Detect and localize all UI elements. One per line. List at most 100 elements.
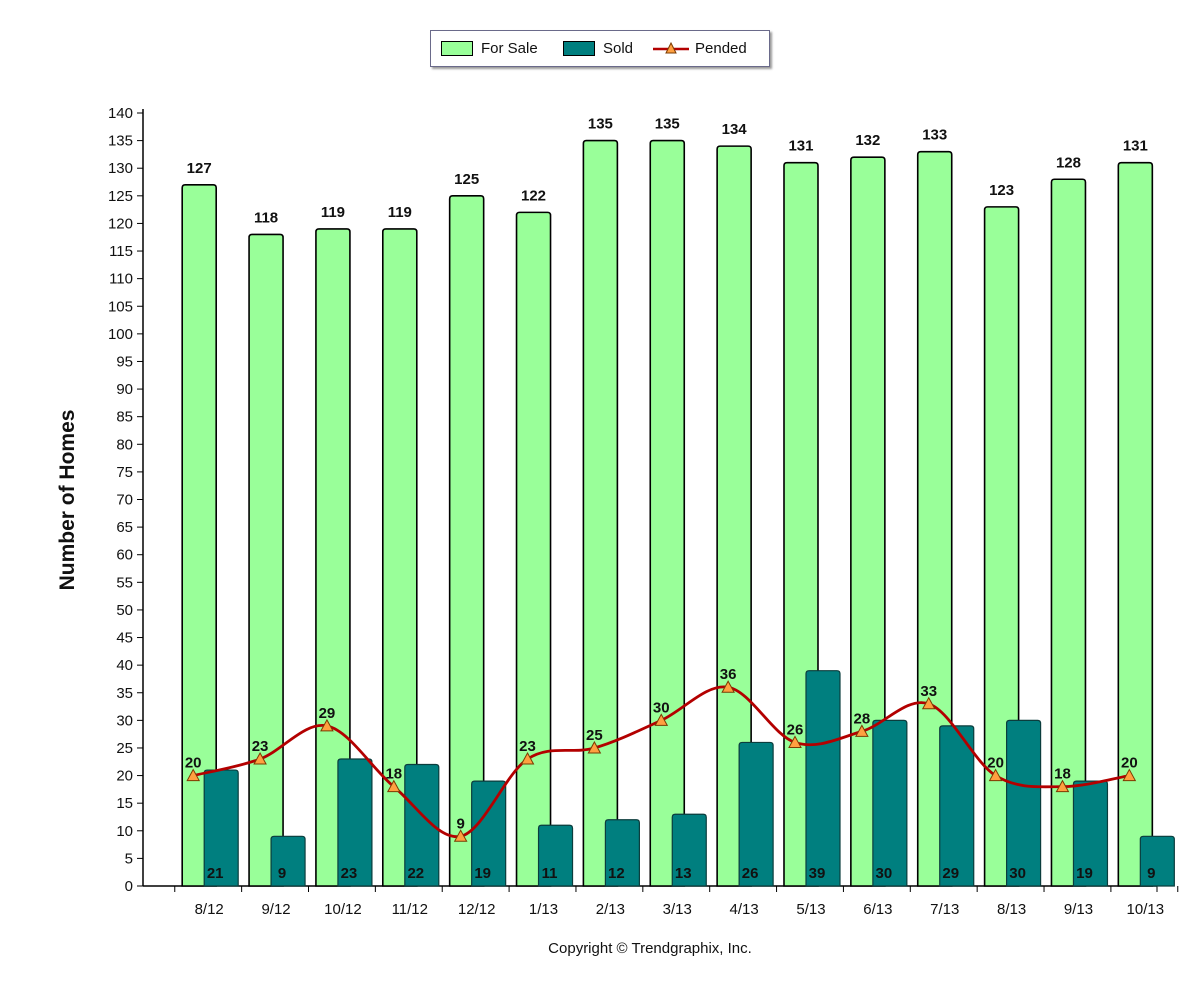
y-tick-label: 110	[109, 271, 133, 288]
for-sale-value-label: 119	[321, 204, 345, 221]
pended-value-label: 20	[1121, 755, 1138, 772]
for-sale-value-label: 135	[655, 116, 680, 133]
sold-value-label: 39	[809, 865, 826, 882]
y-tick-label: 35	[116, 685, 133, 702]
x-tick-label: 12/12	[458, 901, 496, 918]
sold-series	[203, 670, 1175, 887]
pended-value-label: 20	[185, 755, 202, 772]
x-tick-label: 10/13	[1127, 901, 1165, 918]
pended-value-label: 30	[653, 699, 670, 716]
for-sale-value-label: 119	[388, 204, 412, 221]
sold-value-label: 19	[1076, 865, 1093, 882]
pended-value-label: 23	[252, 738, 269, 755]
for-sale-value-label: 132	[855, 132, 880, 149]
y-tick-label: 30	[116, 712, 133, 729]
sold-value-label: 30	[1009, 865, 1026, 882]
sold-value-label: 21	[207, 865, 224, 882]
y-tick-label: 65	[116, 519, 133, 536]
for-sale-value-label: 134	[722, 121, 748, 138]
pended-marker	[253, 751, 267, 765]
pended-value-label: 18	[1054, 766, 1071, 783]
x-tick-label: 11/12	[392, 901, 428, 918]
sold-value-label: 12	[608, 865, 625, 882]
x-tick-label: 5/13	[796, 901, 825, 918]
y-tick-label: 50	[116, 602, 133, 619]
y-tick-label: 90	[116, 381, 133, 398]
sold-swatch	[563, 41, 595, 56]
for-sale-bar	[248, 233, 284, 887]
pended-value-label: 23	[519, 738, 536, 755]
y-axis-label: Number of Homes	[56, 409, 79, 591]
for-sale-bar	[315, 228, 351, 887]
legend-label-for-sale: For Sale	[481, 40, 538, 57]
x-tick-label: 9/13	[1064, 901, 1093, 918]
pended-series	[186, 680, 1137, 842]
sold-bar	[671, 813, 707, 887]
pended-marker	[587, 740, 602, 754]
pended-value-label: 20	[987, 755, 1004, 772]
pended-marker	[386, 779, 401, 793]
legend: For Sale Sold Pended	[430, 30, 770, 67]
sold-value-label: 23	[341, 865, 358, 882]
pended-line-marker-icon	[653, 41, 689, 54]
sold-value-label: 30	[876, 865, 893, 882]
pended-value-label: 9	[456, 815, 464, 832]
x-tick-label: 1/13	[529, 901, 558, 918]
for-sale-bar	[850, 156, 886, 887]
y-tick-label: 25	[116, 740, 133, 757]
for-sale-value-label: 131	[1123, 138, 1148, 155]
pended-marker	[186, 768, 201, 782]
y-tick-label: 60	[116, 547, 133, 564]
legend-label-sold: Sold	[603, 40, 634, 57]
pended-marker	[1055, 779, 1070, 793]
pended-value-label: 26	[787, 721, 804, 738]
pended-marker	[721, 680, 735, 693]
x-tick-label: 4/13	[730, 901, 759, 918]
sold-bar	[805, 670, 841, 887]
y-tick-label: 75	[116, 464, 133, 481]
sold-value-label: 22	[407, 865, 424, 882]
y-tick-label: 15	[116, 795, 133, 812]
y-tick-label: 120	[108, 215, 133, 232]
pended-marker	[654, 713, 669, 726]
x-tick-label: 10/12	[324, 901, 362, 918]
y-tick-label: 80	[116, 436, 133, 453]
pended-value-label: 36	[720, 666, 737, 683]
sold-value-label: 19	[474, 865, 491, 882]
x-tick-label: 8/13	[997, 901, 1026, 918]
y-tick-label: 40	[116, 657, 133, 674]
y-tick-label: 5	[125, 850, 133, 867]
for-sale-bar	[582, 139, 619, 887]
for-sale-value-label: 133	[922, 127, 947, 144]
y-tick-label: 10	[116, 823, 133, 840]
x-tick-label: 9/12	[261, 901, 290, 918]
y-tick-label: 135	[108, 133, 133, 150]
for-sale-value-label: 123	[989, 182, 1014, 199]
for-sale-bar	[381, 228, 418, 887]
for-sale-bar	[716, 145, 752, 887]
chart-axes: 0 5 10 15 20 25 30 35 40 45 50 55 60 65 70 75 80 85 90 95 10…	[108, 105, 1179, 918]
for-sale-bar	[649, 139, 686, 887]
for-sale-swatch	[441, 41, 473, 56]
pended-marker	[921, 696, 936, 710]
sold-bar	[404, 763, 440, 887]
sold-value-label: 9	[1147, 865, 1155, 882]
y-tick-label: 125	[108, 188, 133, 205]
y-tick-label: 20	[116, 768, 133, 785]
y-tick-label: 140	[108, 105, 133, 122]
for-sale-value-label: 127	[187, 160, 212, 177]
sold-value-label: 11	[542, 865, 558, 882]
sold-bar	[1139, 835, 1175, 887]
x-tick-label: 2/13	[596, 901, 625, 918]
x-tick-label: 7/13	[930, 901, 959, 918]
sold-value-label: 13	[675, 865, 692, 882]
y-tick-label: 130	[108, 160, 133, 177]
for-sale-bar	[515, 211, 552, 887]
y-tick-label: 95	[116, 353, 133, 370]
y-tick-label: 85	[116, 409, 133, 426]
pended-marker	[788, 735, 802, 748]
pended-marker	[855, 724, 869, 737]
for-sale-value-label: 131	[788, 138, 813, 155]
sold-value-label: 26	[742, 865, 759, 882]
